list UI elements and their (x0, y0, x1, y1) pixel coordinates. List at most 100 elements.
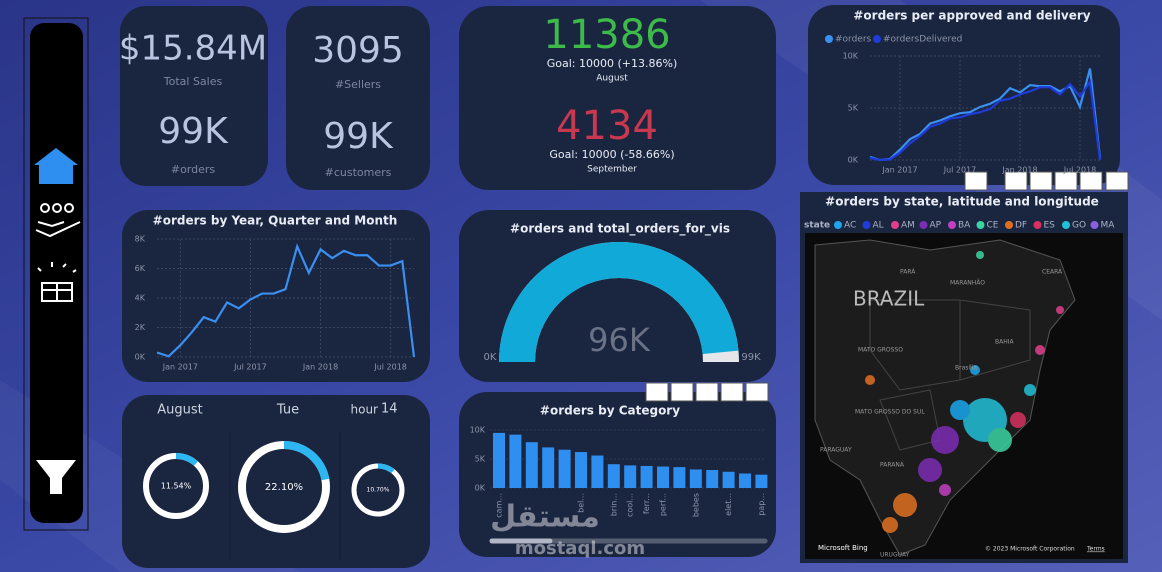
legend-title: state (804, 221, 830, 231)
line-series (869, 68, 1102, 162)
x-tick-label: perf... (659, 493, 668, 516)
legend-label: AP (930, 221, 942, 231)
filter-icon[interactable] (36, 460, 76, 494)
map-provider: Microsoft Bing (818, 544, 868, 552)
bar (755, 474, 768, 488)
kpi-value: $15.84M (119, 29, 267, 69)
legend-label: GO (1072, 221, 1086, 231)
x-tick-label: brin... (609, 493, 618, 516)
bar (722, 471, 735, 488)
legend-label: ES (1044, 221, 1056, 231)
map-toolbar[interactable] (964, 171, 1129, 191)
month-label: August (157, 403, 203, 418)
hour-label: hour (351, 403, 379, 417)
line-series (869, 79, 1102, 162)
time-card (122, 395, 430, 568)
bar (525, 442, 538, 488)
bar (607, 464, 620, 488)
bar (673, 467, 686, 488)
x-tick-label: ferr... (642, 493, 651, 514)
x-tick-label: bel... (577, 493, 586, 513)
x-tick-label: Jan 2017 (162, 363, 198, 372)
map-points (865, 251, 1064, 533)
sales-card (120, 6, 268, 186)
gauge-max: 99K (741, 352, 761, 363)
legend-label: MA (1101, 221, 1116, 231)
legend-label: DF (1015, 221, 1027, 231)
donut-label: 22.10% (265, 482, 303, 493)
watermark: مستقل (490, 500, 600, 535)
donut-value (143, 453, 209, 519)
bar (493, 432, 505, 488)
donut-value (351, 463, 405, 517)
legend-label: #orders (835, 35, 872, 45)
legend-label: AM (901, 221, 915, 231)
legend-marker (834, 221, 842, 229)
sellers-card (286, 6, 430, 190)
goal-month: August (596, 74, 628, 84)
legend-marker (1005, 221, 1013, 229)
gauge-card (459, 210, 776, 382)
x-tick-label: pap... (757, 493, 766, 516)
bar (689, 469, 702, 488)
visual-toolbar[interactable] (645, 382, 769, 402)
product-icon[interactable] (37, 262, 77, 302)
delivery-card (808, 5, 1120, 185)
x-tick-label: Jan 2017 (881, 166, 917, 175)
map-terms: Terms (1086, 546, 1105, 553)
legend-label: AL (873, 221, 884, 231)
kpi-value: 99K (158, 111, 229, 152)
x-tick-label: bebes (691, 493, 700, 517)
x-tick-label: Jul 2018 (1063, 166, 1097, 175)
bar (640, 465, 653, 488)
kpi-value: 3095 (312, 30, 404, 71)
kpi-label: #orders (171, 163, 216, 176)
customers-icon[interactable] (35, 203, 81, 238)
map-place: PARÁ (900, 269, 916, 276)
y-tick-label: 5K (848, 104, 859, 113)
gauge-value (499, 242, 739, 362)
y-tick-label: 4K (135, 294, 146, 303)
bar (575, 452, 587, 488)
chart-title: #orders by Year, Quarter and Month (153, 214, 398, 228)
goal-value: 4134 (556, 103, 658, 149)
y-tick-label: 8K (135, 235, 146, 244)
goal-text: Goal: 10000 (+13.86%) (547, 57, 678, 70)
x-tick-label: Jan 2018 (1001, 166, 1037, 175)
chart-title: #orders and total_orders_for_vis (510, 222, 730, 237)
legend-label: BA (958, 221, 971, 231)
y-tick-label: 0K (135, 353, 146, 362)
bar (706, 470, 719, 488)
legend-marker (873, 35, 881, 43)
kpi-label: #customers (325, 166, 392, 179)
x-tick-label: Jul 2018 (373, 363, 407, 372)
map-place: URUGUAY (880, 552, 910, 559)
goal-value: 11386 (543, 12, 670, 58)
x-tick-label: cam... (495, 493, 504, 518)
chart-title: #orders by Category (540, 404, 680, 418)
watermark: mostaql.com (515, 538, 645, 559)
bar (558, 449, 571, 488)
x-tick-label: Jan 2018 (302, 363, 338, 372)
donut-value (238, 441, 330, 533)
y-tick-label: 2K (135, 323, 146, 332)
map-place: CEARÁ (1042, 269, 1063, 276)
home-icon[interactable] (34, 148, 78, 184)
gauge-label: 96K (588, 321, 651, 359)
y-tick-label: 10K (470, 426, 486, 435)
legend-marker (976, 221, 985, 229)
map-place: MARANHÃO (950, 280, 985, 287)
bar (624, 465, 637, 488)
legend-marker (825, 35, 833, 43)
goal-text: Goal: 10000 (-58.66%) (549, 148, 674, 161)
y-tick-label: 6K (135, 264, 146, 273)
chart-title: #orders by state, latitude and longitude (825, 195, 1099, 209)
legend-label: #ordersDelivered (883, 35, 962, 45)
legend-marker (1062, 221, 1070, 229)
map-credits: © 2023 Microsoft Corporation (985, 546, 1075, 553)
legend-marker (862, 221, 871, 229)
goal-card (459, 6, 776, 190)
weekday-label: Tue (276, 403, 299, 418)
map-place: MATO GROSSO (858, 347, 903, 354)
